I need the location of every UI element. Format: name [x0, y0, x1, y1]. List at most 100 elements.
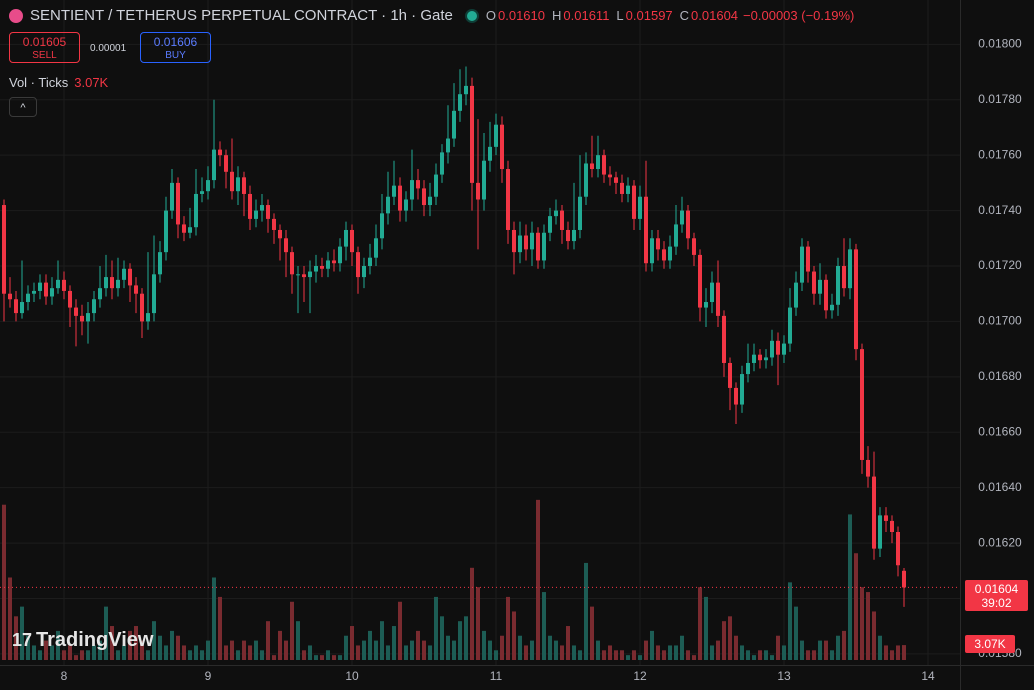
candle-body	[146, 313, 150, 322]
candle-body	[830, 304, 834, 311]
volume-bar	[62, 650, 66, 660]
candle-body	[614, 177, 618, 183]
volume-bar	[272, 655, 276, 660]
volume-bar	[422, 640, 426, 660]
ohlc-value: 0.01611	[563, 8, 610, 23]
sell-label: SELL	[32, 50, 57, 61]
volume-bar	[14, 616, 18, 660]
candle-body	[134, 285, 138, 294]
candle-body	[848, 249, 852, 289]
candle-body	[776, 340, 780, 355]
volume-bar	[32, 645, 36, 660]
volume-bar	[380, 621, 384, 660]
volume-bar	[518, 635, 522, 660]
y-tick-label: 0.01720	[978, 258, 1022, 272]
volume-bar	[464, 616, 468, 660]
volume-bar	[632, 650, 636, 660]
volume-bar	[188, 650, 192, 660]
candle-body	[344, 229, 348, 247]
volume-bar	[122, 645, 126, 660]
volume-bar	[728, 616, 732, 660]
volume-bar	[404, 645, 408, 660]
candle-body	[122, 268, 126, 280]
volume-bar	[206, 640, 210, 660]
volume-bar	[662, 650, 666, 660]
y-tick-label: 0.01800	[978, 37, 1022, 51]
candle-body	[440, 152, 444, 175]
candle-body	[206, 180, 210, 192]
volume-bar	[398, 601, 402, 660]
candle-body	[788, 307, 792, 344]
volume-value: 3.07K	[74, 75, 109, 90]
volume-bar	[2, 504, 6, 660]
volume-bar	[524, 645, 528, 660]
volume-bar	[656, 645, 660, 660]
candle-body	[314, 266, 318, 272]
candle-body	[356, 252, 360, 278]
volume-bar	[170, 630, 174, 660]
candle-body	[656, 238, 660, 250]
volume-bar	[836, 635, 840, 660]
countdown: 39:02	[981, 596, 1012, 610]
candle-body	[80, 315, 84, 322]
candle-body	[896, 532, 900, 566]
volume-bar	[614, 650, 618, 660]
buy-button[interactable]: 0.01606 BUY	[140, 32, 211, 63]
symbol-title[interactable]: SENTIENT / TETHERUS PERPETUAL CONTRACT ·…	[30, 7, 453, 24]
candle-body	[200, 191, 204, 194]
candle-body	[272, 218, 276, 230]
volume-bar	[494, 650, 498, 660]
ohlc-key: H	[552, 8, 562, 23]
candle-body	[62, 279, 66, 291]
candle-body	[392, 185, 396, 197]
candle-body	[836, 266, 840, 305]
candle-body	[224, 155, 228, 172]
volume-bar	[758, 650, 762, 660]
volume-bar	[374, 640, 378, 660]
volume-bar	[668, 645, 672, 660]
candle-body	[452, 110, 456, 139]
volume-title: Vol · Ticks	[9, 75, 69, 90]
candle-body	[398, 185, 402, 211]
volume-bar	[320, 655, 324, 660]
collapse-button[interactable]: ^	[9, 97, 37, 117]
candle-body	[590, 163, 594, 170]
candle-body	[20, 302, 24, 314]
volume-bar	[446, 635, 450, 660]
volume-bar	[776, 635, 780, 660]
spread: 0.00001	[90, 43, 127, 54]
volume-bar	[716, 640, 720, 660]
buy-label: BUY	[165, 50, 186, 61]
ohlc-key: O	[485, 8, 496, 23]
volume-bar	[842, 630, 846, 660]
volume-bar	[140, 640, 144, 660]
volume-bar	[344, 635, 348, 660]
volume-bar	[554, 640, 558, 660]
candle-body	[674, 224, 678, 247]
volume-bar	[812, 650, 816, 660]
x-tick-label: 11	[490, 669, 503, 683]
candle-body	[476, 182, 480, 200]
volume-bar	[638, 655, 642, 660]
candle-body	[416, 180, 420, 189]
candle-body	[638, 196, 642, 219]
volume-bar	[722, 621, 726, 660]
volume-bar	[602, 650, 606, 660]
candle-body	[584, 163, 588, 197]
volume-bar	[458, 621, 462, 660]
volume-bar	[620, 650, 624, 660]
volume-bar	[128, 630, 132, 660]
x-tick-label: 12	[633, 669, 647, 683]
candle-body	[458, 94, 462, 111]
candle-body	[842, 266, 846, 289]
sell-button[interactable]: 0.01605 SELL	[9, 32, 80, 63]
volume-bar	[890, 650, 894, 660]
volume-bar	[326, 650, 330, 660]
volume-bar	[740, 645, 744, 660]
candle-body	[866, 459, 870, 477]
candle-body	[92, 299, 96, 314]
candle-body	[722, 315, 726, 363]
candle-body	[422, 188, 426, 206]
candle-body	[650, 238, 654, 264]
